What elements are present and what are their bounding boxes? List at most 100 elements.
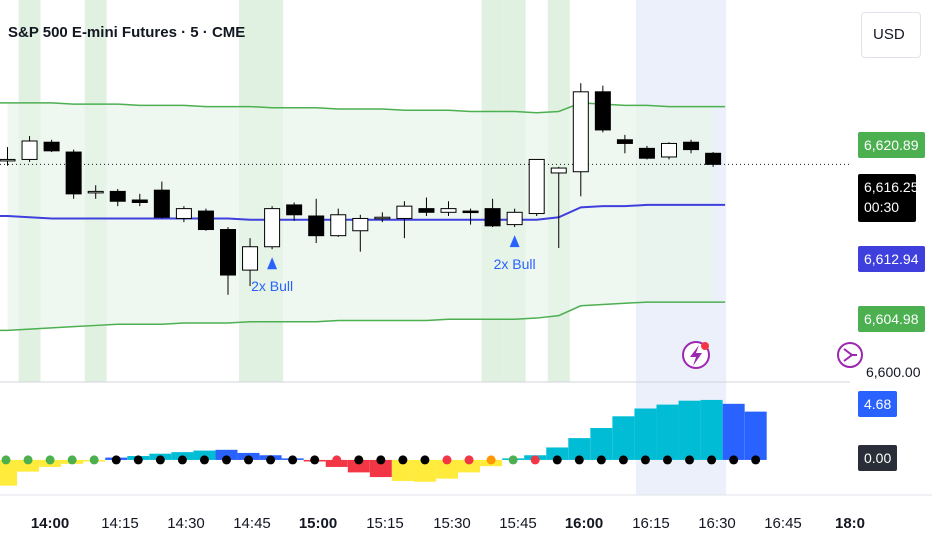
bull-candle [264,208,281,248]
bear-candle [109,190,126,202]
bull-signal-arrow [267,257,278,270]
indicator-histogram [0,399,767,486]
bull-candle [352,217,369,232]
momentum-dot [222,455,231,465]
bull-candle [396,205,413,219]
currency-button[interactable]: USD [861,12,921,58]
lower-band-line [0,301,726,332]
histogram-bar [436,459,458,479]
time-tick-label: 15:15 [366,515,404,532]
bull-candle [21,140,38,160]
time-axis-labels: 14:00 14:15 14:30 14:45 15:00 15:15 15:30 15:45… [31,515,865,532]
histogram-bar [458,459,481,473]
bear-candle [594,91,611,131]
momentum-dot [707,455,717,465]
momentum-dot [640,455,650,465]
momentum-dot [332,455,342,465]
bull-signal-label: 2x Bull [251,278,293,294]
histogram-bar [0,459,17,486]
momentum-dot [530,455,540,465]
momentum-dot [398,455,408,465]
histogram-bar [568,438,591,460]
time-tick-label: 14:15 [101,515,139,532]
momentum-dot [751,455,761,465]
bull-candle [440,208,457,213]
time-tick-label: 15:30 [433,515,471,532]
bear-candle [153,189,170,218]
histogram-bar [612,416,635,460]
bear-candle [197,210,214,231]
histogram-bar [391,459,414,481]
time-tick-label: 14:45 [233,515,271,532]
momentum-dot [111,455,121,465]
bull-candle [0,158,16,162]
momentum-dot [552,455,562,465]
time-tick-label: 14:00 [31,515,69,532]
bull-candle [572,91,589,173]
bear-candle [220,229,236,276]
momentum-dot [685,455,695,465]
histogram-bar [413,459,436,482]
bull-candle [528,158,545,215]
indicator-zero-tag: 0.00 [858,445,898,471]
time-tick-label: 16:45 [764,515,802,532]
momentum-dot [266,455,276,465]
last-price-tag: 6,616.25 00:30 [858,174,919,222]
bull-candle [506,211,523,226]
momentum-dot [574,455,584,465]
lightning-alert-icon [682,341,710,369]
bear-candle [131,199,148,203]
histogram-bar [17,459,40,472]
histogram-bar [722,403,745,460]
histogram-bar [678,400,701,460]
momentum-dot [89,455,99,465]
bear-candle [638,147,655,159]
momentum-dot [508,455,518,465]
momentum-dot [288,455,298,465]
histogram-bar [634,408,657,460]
momentum-dot [354,455,364,465]
momentum-dot [663,455,672,465]
candles-group [0,83,722,295]
time-tick-label: 18:0 [835,515,865,532]
momentum-dot [420,455,430,465]
bear-candle [462,210,479,214]
bear-candle [43,141,60,152]
bull-candle [87,190,104,194]
histogram-bar [744,411,767,460]
bear-candle [616,139,633,144]
replay-arrow-shape [843,348,857,362]
momentum-dot [133,455,143,465]
momentum-dot [45,455,55,465]
momentum-dot [376,455,386,465]
lightning-bolt-shape [690,345,702,366]
momentum-dot [155,455,165,465]
histogram-bar [590,427,613,460]
bear-candle [683,141,700,151]
time-tick-label: 15:00 [299,515,337,532]
momentum-dot [244,455,254,465]
momentum-dot [67,455,77,465]
bull-candle [374,216,391,220]
histogram-bar [347,459,370,473]
histogram-bar [656,404,679,460]
time-tick-label: 16:15 [632,515,670,532]
bear-candle [418,208,435,213]
momentum-dot [596,455,606,465]
bull-signal-arrow [509,235,520,248]
bear-candle [308,215,325,237]
bull-candle [550,167,567,174]
indicator-value-tag: 4.68 [858,391,898,417]
upper-band-price-tag: 6,620.89 [858,132,925,158]
momentum-dot [23,455,33,465]
momentum-dot [310,455,320,465]
momentum-dot [486,455,496,465]
histogram-bar [369,459,392,478]
replay-arrow-icon [837,342,863,368]
time-tick-label: 16:00 [565,515,603,532]
bar-countdown-label: 00:30 [864,199,900,215]
bull-candle [175,208,192,219]
middle-band-price-tag: 6,612.94 [858,246,925,272]
